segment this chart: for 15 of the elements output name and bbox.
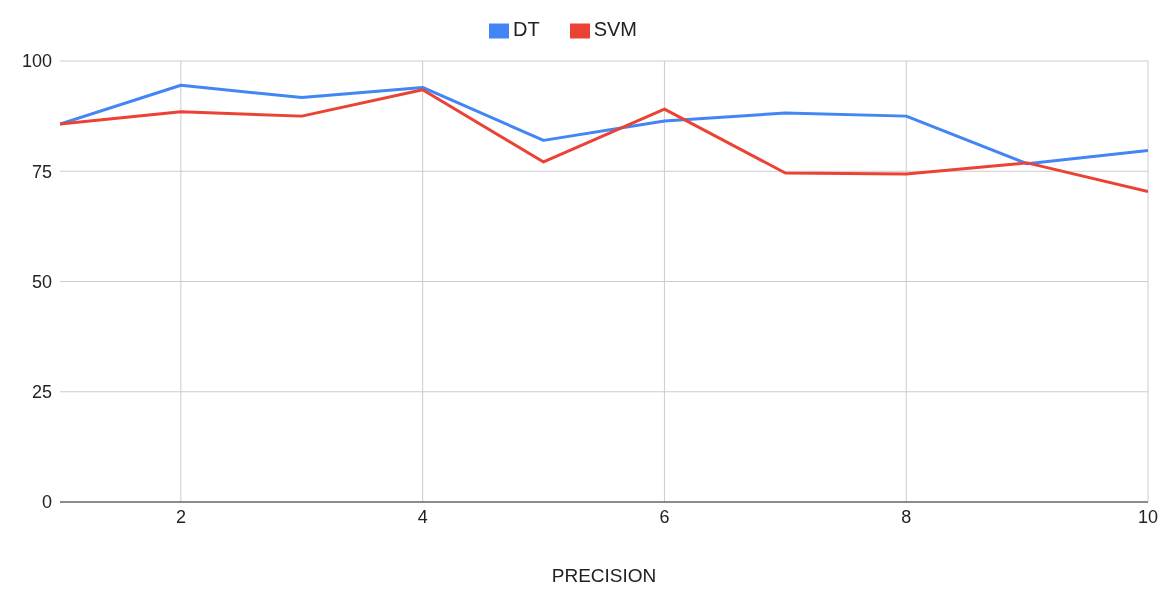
y-tick-label: 75: [31, 161, 52, 182]
line-series: [60, 83, 1148, 166]
legend-label: SVM: [593, 18, 637, 40]
x-tick-label: 2: [175, 506, 186, 527]
x-axis-title: PRECISION: [551, 565, 657, 586]
x-tick-label: 4: [417, 506, 428, 527]
x-tick-label: 6: [659, 506, 670, 527]
x-tick-label: 10: [1137, 506, 1159, 527]
y-tick-label: 100: [21, 51, 52, 72]
line-series: [60, 88, 1148, 194]
y-tick-label: 0: [41, 492, 52, 513]
legend-label: DT: [512, 18, 540, 40]
x-tick-label: 8: [901, 506, 912, 527]
y-tick-label: 50: [31, 271, 52, 292]
y-tick-label: 25: [31, 382, 52, 403]
